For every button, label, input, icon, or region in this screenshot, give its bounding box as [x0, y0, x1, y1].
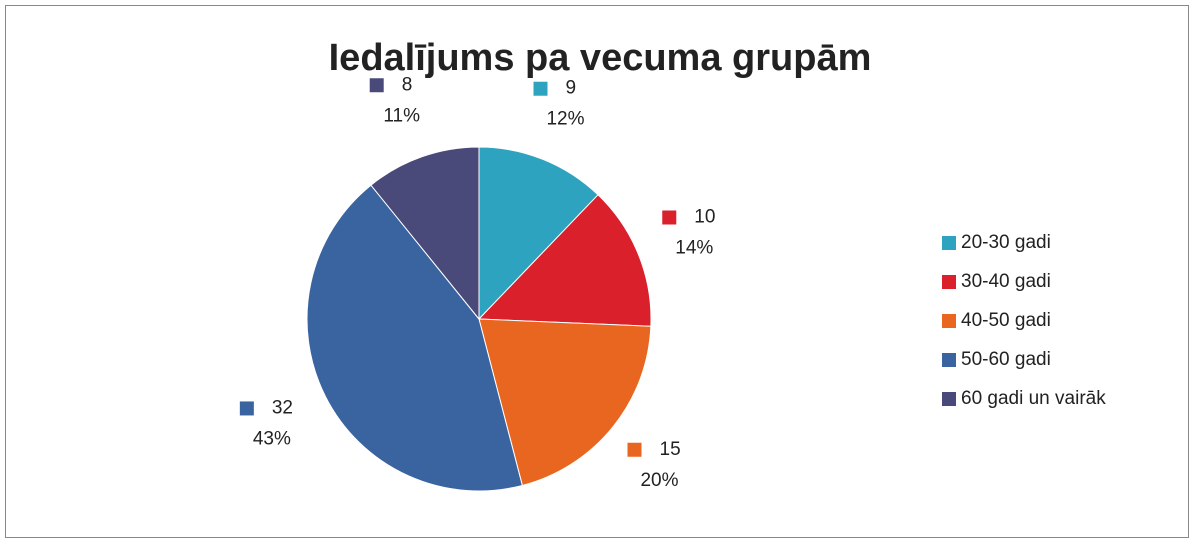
- chart-title: Iedalījums pa vecuma grupām: [329, 37, 872, 79]
- label-swatch: [533, 81, 548, 96]
- data-label: 32: [272, 397, 293, 418]
- data-label: 15: [660, 439, 681, 460]
- pie-slice: [370, 146, 480, 321]
- legend-label: 60 gadi un vairāk: [961, 388, 1106, 409]
- legend-swatch: [942, 392, 956, 406]
- label-swatch: [627, 442, 642, 457]
- legend-swatch: [942, 353, 956, 367]
- legend-label: 40-50 gadi: [961, 310, 1051, 331]
- legend-swatch: [942, 314, 956, 328]
- data-label: 9: [566, 78, 577, 99]
- percent-label: 43%: [253, 428, 291, 449]
- label-swatch: [369, 78, 384, 93]
- data-label: 8: [402, 74, 413, 95]
- legend-swatch: [942, 236, 956, 250]
- pie-slice: [478, 146, 599, 321]
- legend-label: 30-40 gadi: [961, 271, 1051, 292]
- pie-slice: [478, 318, 652, 487]
- percent-label: 20%: [640, 470, 678, 491]
- data-label: 10: [694, 207, 715, 228]
- pie-slice: [477, 194, 652, 327]
- percent-label: 12%: [546, 109, 584, 130]
- legend-label: 20-30 gadi: [961, 232, 1051, 253]
- label-swatch: [239, 401, 254, 416]
- percent-label: 11%: [383, 105, 420, 126]
- legend-label: 50-60 gadi: [961, 349, 1051, 370]
- pie-slice: [306, 184, 523, 492]
- label-swatch: [662, 210, 677, 225]
- percent-label: 14%: [675, 238, 713, 259]
- legend-swatch: [942, 275, 956, 289]
